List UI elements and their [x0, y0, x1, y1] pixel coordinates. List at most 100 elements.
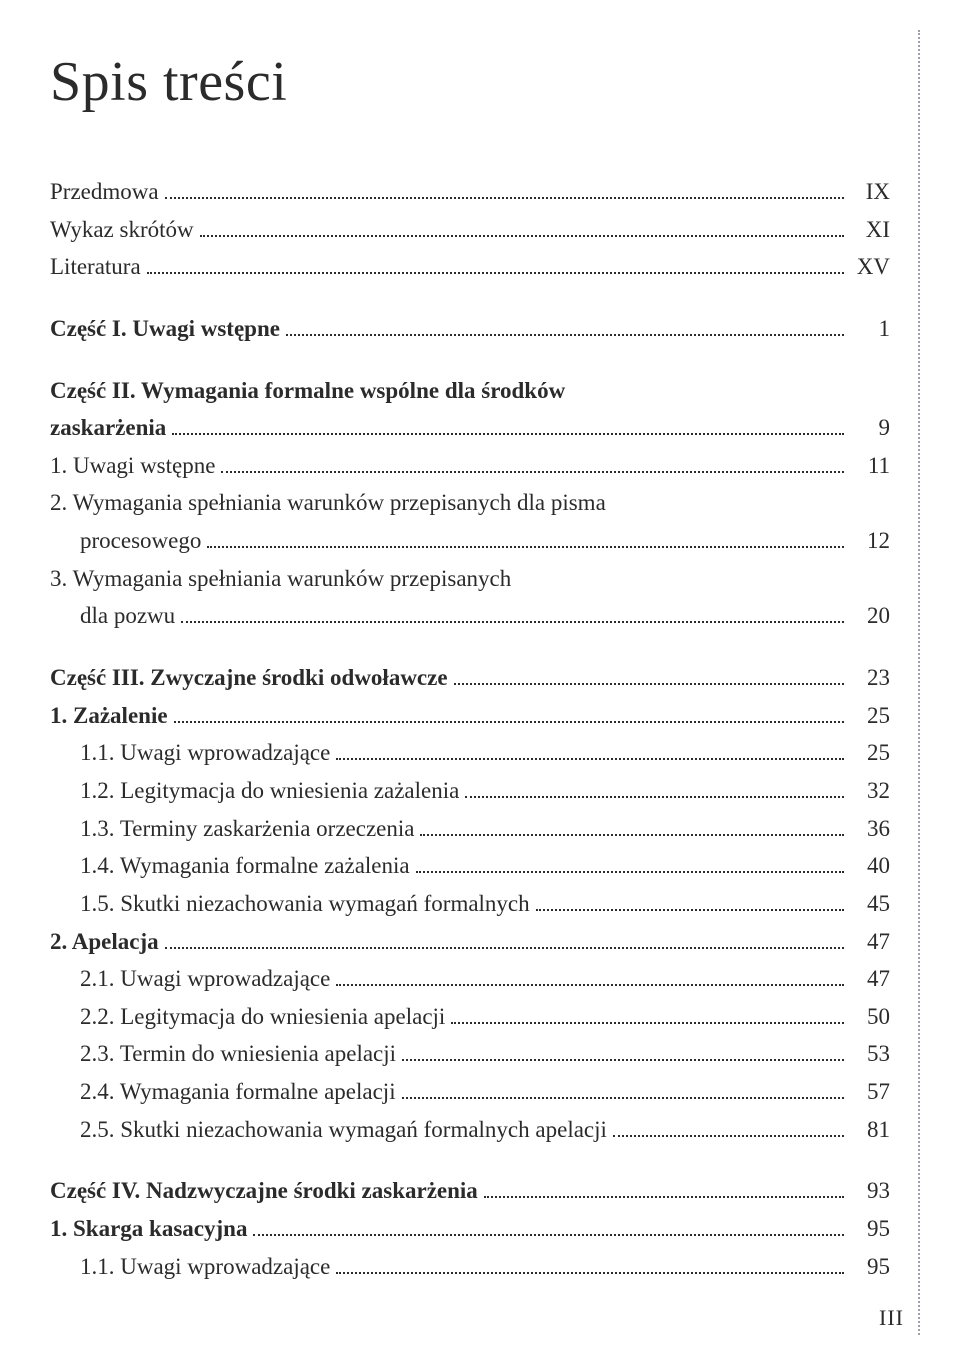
toc-entry: 1.3. Terminy zaskarżenia orzeczenia36 — [50, 811, 890, 847]
toc-entry: Część II. Wymagania formalne wspólne dla… — [50, 373, 890, 409]
toc-entry: Część I. Uwagi wstępne 1 — [50, 311, 890, 347]
toc-entry-continuation: dla pozwu 20 — [50, 598, 890, 634]
dot-leader — [174, 707, 844, 723]
dot-leader — [165, 183, 844, 199]
toc-label: dla pozwu — [80, 598, 175, 634]
toc-page-number: 57 — [850, 1074, 890, 1110]
toc-entry-continuation: procesowego 12 — [50, 523, 890, 559]
page-title: Spis treści — [50, 50, 890, 114]
toc-label: 1. Zażalenie — [50, 698, 168, 734]
toc-label: 2.1. Uwagi wprowadzające — [80, 961, 330, 997]
dot-leader — [416, 857, 844, 873]
toc-page-number: 95 — [850, 1249, 890, 1285]
toc-entry: 2. Wymagania spełniania warunków przepis… — [50, 485, 890, 521]
toc-label: 2.4. Wymagania formalne apelacji — [80, 1074, 396, 1110]
dot-leader — [207, 532, 844, 548]
dot-leader — [420, 820, 844, 836]
toc-label: procesowego — [80, 523, 201, 559]
toc-page-number: 45 — [850, 886, 890, 922]
toc-entry: 1. Skarga kasacyjna 95 — [50, 1211, 890, 1247]
section-gap — [50, 1149, 890, 1171]
toc-label: 2. Wymagania spełniania warunków przepis… — [50, 485, 606, 521]
toc-page-number: 11 — [850, 448, 890, 484]
toc-label: 2.5. Skutki niezachowania wymagań formal… — [80, 1112, 607, 1148]
dot-leader — [454, 669, 844, 685]
section-gap — [50, 349, 890, 371]
toc-label: 1.1. Uwagi wprowadzające — [80, 1249, 330, 1285]
toc-entry: 1.2. Legitymacja do wniesienia zażalenia… — [50, 773, 890, 809]
toc-entry: 1.1. Uwagi wprowadzające 95 — [50, 1249, 890, 1285]
toc-label: 1.4. Wymagania formalne zażalenia — [80, 848, 410, 884]
dot-leader — [165, 933, 844, 949]
toc-entry: 2.4. Wymagania formalne apelacji 57 — [50, 1074, 890, 1110]
toc-entry: 2.5. Skutki niezachowania wymagań formal… — [50, 1112, 890, 1148]
toc-label: 1. Skarga kasacyjna — [50, 1211, 247, 1247]
toc-page-number: 95 — [850, 1211, 890, 1247]
toc-entry: Część III. Zwyczajne środki odwoławcze 23 — [50, 660, 890, 696]
toc-page-number: 47 — [850, 924, 890, 960]
toc-page-number: 93 — [850, 1173, 890, 1209]
toc-label: Część IV. Nadzwyczajne środki zaskarżeni… — [50, 1173, 478, 1209]
toc-page-number: IX — [850, 174, 890, 210]
dot-leader — [402, 1083, 844, 1099]
toc-page-number: 20 — [850, 598, 890, 634]
toc-entry: 1.4. Wymagania formalne zażalenia 40 — [50, 848, 890, 884]
dot-leader — [336, 970, 844, 986]
table-of-contents: PrzedmowaIXWykaz skrótówXILiteraturaXVCz… — [50, 174, 890, 1284]
toc-label: 1.3. Terminy zaskarżenia orzeczenia — [80, 811, 414, 847]
section-gap — [50, 287, 890, 309]
toc-label: 2.3. Termin do wniesienia apelacji — [80, 1036, 396, 1072]
dot-leader — [200, 221, 844, 237]
toc-entry-continuation: zaskarżenia 9 — [50, 410, 890, 446]
dot-leader — [536, 895, 844, 911]
section-gap — [50, 636, 890, 658]
toc-label: 3. Wymagania spełniania warunków przepis… — [50, 561, 511, 597]
dot-leader — [172, 419, 844, 435]
toc-entry: 1. Zażalenie 25 — [50, 698, 890, 734]
dot-leader — [181, 608, 844, 624]
page-folio: III — [879, 1305, 904, 1331]
dot-leader — [253, 1220, 844, 1236]
toc-page-number: XI — [850, 212, 890, 248]
toc-page-number: 12 — [850, 523, 890, 559]
dot-leader — [451, 1008, 844, 1024]
toc-entry: Przedmowa IX — [50, 174, 890, 210]
toc-page-number: 47 — [850, 961, 890, 997]
toc-label: Część III. Zwyczajne środki odwoławcze — [50, 660, 448, 696]
toc-entry: Część IV. Nadzwyczajne środki zaskarżeni… — [50, 1173, 890, 1209]
toc-label: Część I. Uwagi wstępne — [50, 311, 280, 347]
toc-entry: Literatura XV — [50, 249, 890, 285]
toc-page-number: 40 — [850, 848, 890, 884]
toc-page-number: 50 — [850, 999, 890, 1035]
dot-leader — [402, 1046, 844, 1062]
toc-entry: 1.1. Uwagi wprowadzające25 — [50, 735, 890, 771]
toc-page-number: 9 — [850, 410, 890, 446]
toc-label: 1.2. Legitymacja do wniesienia zażalenia — [80, 773, 459, 809]
vertical-dotted-rule — [918, 30, 920, 1335]
toc-entry: 2.2. Legitymacja do wniesienia apelacji 5… — [50, 999, 890, 1035]
toc-label: zaskarżenia — [50, 410, 166, 446]
dot-leader — [286, 320, 844, 336]
toc-label: Przedmowa — [50, 174, 159, 210]
toc-label: 1. Uwagi wstępne — [50, 448, 215, 484]
toc-entry: 2.3. Termin do wniesienia apelacji53 — [50, 1036, 890, 1072]
toc-label: Literatura — [50, 249, 141, 285]
toc-page-number: 25 — [850, 735, 890, 771]
toc-label: 2. Apelacja — [50, 924, 159, 960]
toc-page-number: 81 — [850, 1112, 890, 1148]
toc-page-number: XV — [850, 249, 890, 285]
toc-entry: 3. Wymagania spełniania warunków przepis… — [50, 561, 890, 597]
toc-label: 1.5. Skutki niezachowania wymagań formal… — [80, 886, 530, 922]
dot-leader — [484, 1183, 844, 1199]
toc-page-number: 25 — [850, 698, 890, 734]
toc-page-number: 23 — [850, 660, 890, 696]
dot-leader — [336, 1258, 844, 1274]
toc-entry: 2. Apelacja 47 — [50, 924, 890, 960]
dot-leader — [613, 1121, 844, 1137]
toc-entry: 2.1. Uwagi wprowadzające 47 — [50, 961, 890, 997]
dot-leader — [147, 258, 844, 274]
toc-label: 2.2. Legitymacja do wniesienia apelacji — [80, 999, 445, 1035]
page: Spis treści PrzedmowaIXWykaz skrótówXILi… — [0, 0, 960, 1365]
toc-entry: 1. Uwagi wstępne 11 — [50, 448, 890, 484]
toc-page-number: 1 — [850, 311, 890, 347]
